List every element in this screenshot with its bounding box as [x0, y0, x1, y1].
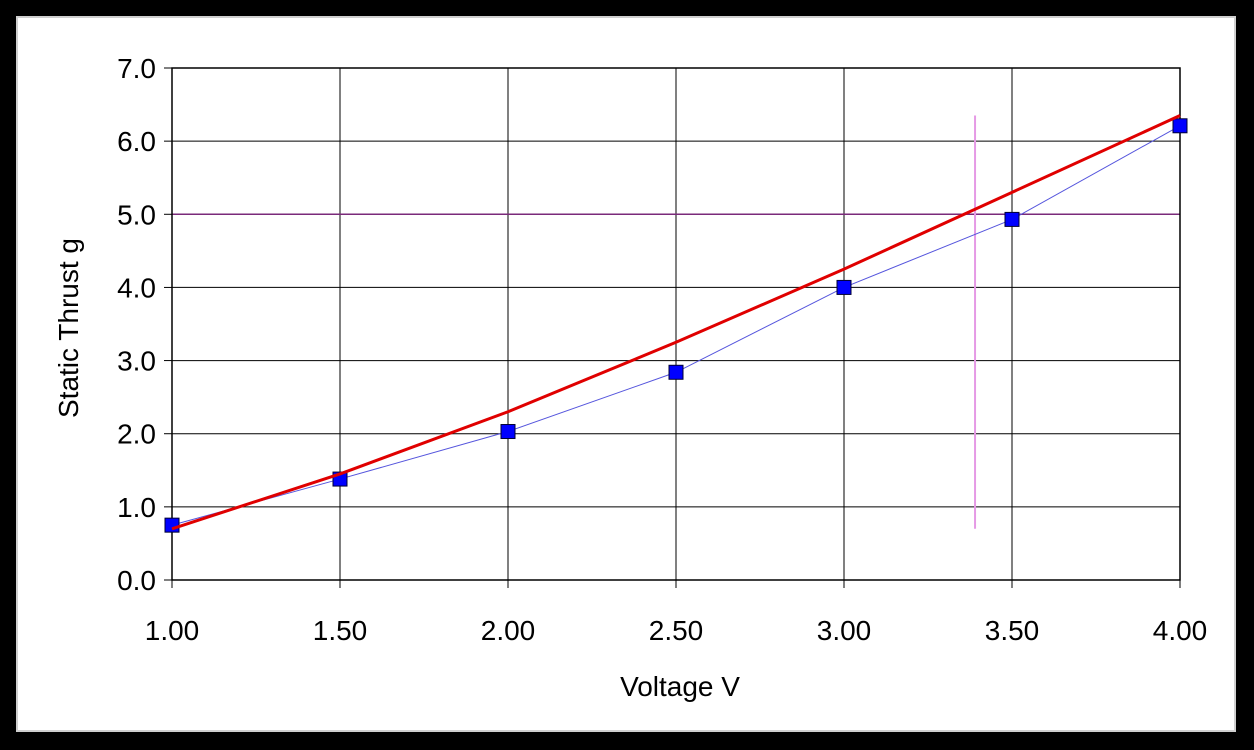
data-point — [668, 364, 684, 380]
tick-marks — [164, 67, 1181, 588]
y-tick-label: 2.0 — [117, 419, 156, 450]
y-tick-labels: 0.0 1.0 2.0 3.0 4.0 5.0 6.0 7.0 — [117, 53, 156, 596]
data-point — [836, 279, 852, 295]
chart: 1.00 1.50 2.00 2.50 3.00 3.50 4.00 0.0 1.0 2.0 3.… — [53, 53, 1208, 702]
x-tick-label: 4.00 — [1153, 615, 1208, 646]
x-axis-label: Voltage V — [620, 671, 740, 702]
data-point — [1172, 118, 1188, 134]
y-tick-label: 3.0 — [117, 346, 156, 377]
y-tick-label: 5.0 — [117, 199, 156, 230]
y-tick-label: 0.0 — [117, 565, 156, 596]
x-tick-label: 3.50 — [985, 615, 1040, 646]
x-tick-label: 2.00 — [481, 615, 536, 646]
trendline — [171, 114, 1181, 531]
chart-frame: 1.00 1.50 2.00 2.50 3.00 3.50 4.00 0.0 1.0 2.0 3.… — [16, 16, 1236, 732]
x-tick-labels: 1.00 1.50 2.00 2.50 3.00 3.50 4.00 — [145, 615, 1208, 646]
y-tick-label: 7.0 — [117, 53, 156, 84]
grid — [171, 67, 1181, 581]
data-point — [1004, 211, 1020, 227]
y-tick-label: 4.0 — [117, 272, 156, 303]
data-point — [164, 517, 180, 533]
y-axis-label: Static Thrust g — [53, 238, 84, 418]
series-layer — [164, 114, 1188, 533]
x-tick-label: 2.50 — [649, 615, 704, 646]
data-point — [500, 424, 516, 440]
x-tick-label: 1.50 — [313, 615, 368, 646]
x-tick-label: 3.00 — [817, 615, 872, 646]
y-tick-label: 6.0 — [117, 126, 156, 157]
x-tick-label: 1.00 — [145, 615, 200, 646]
y-tick-label: 1.0 — [117, 492, 156, 523]
